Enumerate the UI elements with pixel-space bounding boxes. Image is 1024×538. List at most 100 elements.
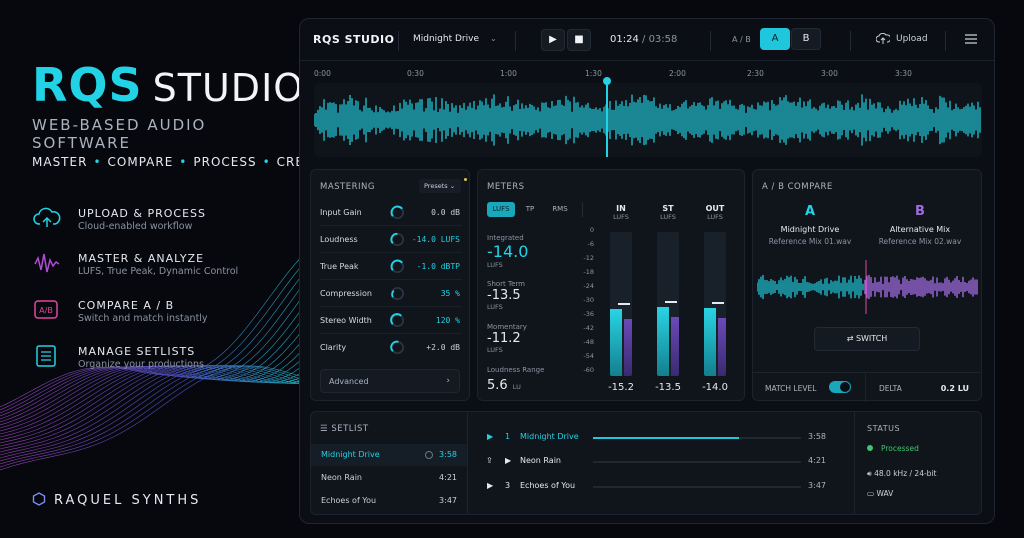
ruler-tick: 2:00 bbox=[669, 69, 686, 78]
stat-short-term: Short Term -13.5 LUFS bbox=[487, 280, 525, 311]
a-letter: A bbox=[804, 204, 816, 219]
ab-source-a[interactable]: A Midnight Drive Reference Mix 01.wav bbox=[755, 204, 865, 246]
tab-lufs[interactable]: LUFS bbox=[487, 202, 515, 217]
wave-line bbox=[0, 365, 300, 444]
menu-icon[interactable] bbox=[964, 33, 978, 45]
timeline-ruler: 0:00 0:30 1:00 1:30 2:00 2:30 3:00 3:30 bbox=[314, 69, 982, 83]
wave-a bbox=[757, 275, 864, 299]
setlist-item[interactable]: Midnight Drive 3:58 bbox=[311, 444, 467, 466]
item-duration: 3:47 bbox=[439, 496, 457, 505]
knob-icon[interactable] bbox=[390, 340, 405, 355]
meter-out-head: OUT LUFS bbox=[700, 204, 730, 221]
b-file: Reference Mix 02.wav bbox=[878, 237, 962, 246]
meter-st-bar bbox=[657, 232, 679, 376]
company-logo: RAQUEL SYNTHS bbox=[32, 492, 201, 508]
wave-line bbox=[0, 288, 300, 417]
setlist-title-text: SETLIST bbox=[331, 424, 369, 434]
status-dot bbox=[464, 178, 467, 181]
track-selector[interactable]: Midnight Drive bbox=[413, 34, 479, 44]
mastering-title: MASTERING bbox=[320, 182, 375, 192]
track-row[interactable]: ⇪ ▶ Neon Rain 4:21 bbox=[481, 452, 826, 472]
row-label: Compression bbox=[320, 289, 372, 298]
play-icon[interactable]: ▶ bbox=[505, 456, 512, 465]
tab-rms[interactable]: RMS bbox=[552, 205, 568, 213]
stat-unit: LU bbox=[512, 383, 521, 391]
track-progress[interactable] bbox=[593, 437, 801, 439]
item-duration: 3:58 bbox=[439, 450, 457, 459]
feature-title: MANAGE SETLISTS bbox=[78, 345, 196, 358]
app-title: RQS STUDIO bbox=[313, 33, 395, 46]
upload-icon[interactable]: ⇪ bbox=[486, 456, 493, 465]
track-number: 1 bbox=[505, 432, 511, 441]
chevron-down-icon[interactable]: ⌄ bbox=[490, 34, 497, 43]
advanced-button[interactable]: Advanced › bbox=[320, 369, 460, 393]
upload-icon[interactable] bbox=[876, 33, 890, 45]
track-progress[interactable] bbox=[593, 461, 801, 463]
setlist-item[interactable]: Neon Rain 4:21 bbox=[311, 467, 467, 489]
db-tick: -30 bbox=[583, 296, 594, 304]
upload-button[interactable]: Upload bbox=[896, 34, 928, 44]
delta-value: 0.2 LU bbox=[940, 384, 969, 393]
item-name: Echoes of You bbox=[321, 496, 377, 505]
wave-line bbox=[0, 365, 300, 468]
knob-icon[interactable] bbox=[390, 313, 405, 328]
track-duration: 3:58 bbox=[808, 432, 826, 441]
play-icon[interactable]: ▶ bbox=[487, 481, 494, 490]
ab-b-button[interactable]: B bbox=[791, 28, 821, 50]
action-compare: COMPARE bbox=[107, 155, 174, 169]
play-button[interactable]: ▶ bbox=[541, 29, 565, 51]
track-row[interactable]: ▶ 1 Midnight Drive 3:58 bbox=[481, 428, 826, 448]
row-value: +2.0 dB bbox=[426, 343, 460, 352]
ab-source-b[interactable]: B Alternative Mix Reference Mix 02.wav bbox=[865, 204, 975, 246]
brand-title: RQS STUDIO bbox=[32, 58, 304, 112]
b-letter: B bbox=[915, 204, 925, 219]
meter-in-bar bbox=[610, 232, 632, 376]
main-waveform[interactable] bbox=[313, 83, 982, 157]
promo-panel: RQS STUDIO WEB-BASED AUDIO SOFTWARE MASTE… bbox=[0, 0, 328, 538]
ab-label: A / B bbox=[732, 35, 751, 44]
track-name: Neon Rain bbox=[520, 456, 561, 465]
switch-icon: ⇄ bbox=[846, 334, 854, 343]
stat-unit: LUFS bbox=[487, 346, 503, 354]
wave-line bbox=[0, 365, 300, 465]
knob-icon[interactable] bbox=[390, 259, 405, 274]
setlist-item[interactable]: Echoes of You 3:47 bbox=[311, 490, 467, 512]
db-tick: -12 bbox=[583, 254, 594, 262]
mastering-row: Clarity +2.0 dB bbox=[320, 335, 462, 361]
a-file: Reference Mix 01.wav bbox=[768, 237, 852, 246]
ruler-tick: 2:30 bbox=[747, 69, 764, 78]
db-tick: -60 bbox=[583, 366, 594, 374]
ab-a-button[interactable]: A bbox=[760, 28, 790, 50]
knob-icon[interactable] bbox=[390, 286, 405, 301]
match-level-toggle[interactable] bbox=[829, 381, 851, 393]
speaker-icon: 🔊︎ bbox=[867, 469, 872, 478]
play-icon[interactable]: ▶ bbox=[487, 432, 494, 441]
switch-button[interactable]: ⇄ SWITCH bbox=[814, 327, 920, 351]
knob-icon[interactable] bbox=[390, 205, 405, 220]
wave-line bbox=[0, 365, 300, 459]
knob-icon[interactable] bbox=[390, 232, 405, 247]
time-display: 01:24 / 03:58 bbox=[610, 34, 678, 45]
setlist-sidebar: ☰ SETLIST Midnight Drive 3:58 Neon Rain 4:… bbox=[311, 412, 468, 514]
stop-button[interactable]: ■ bbox=[567, 29, 591, 51]
settings-icon[interactable] bbox=[425, 451, 433, 459]
ab-compare-title: A / B COMPARE bbox=[762, 182, 833, 192]
mastering-panel: MASTERING Presets ⌄ Input Gain 0.0 dB Lou… bbox=[310, 169, 470, 401]
feature-title: UPLOAD & PROCESS bbox=[78, 207, 206, 220]
presets-dropdown[interactable]: Presets ⌄ bbox=[419, 179, 461, 193]
row-label: Input Gain bbox=[320, 208, 362, 217]
delta-label: DELTA bbox=[879, 384, 902, 393]
playhead[interactable] bbox=[603, 77, 611, 157]
item-duration: 4:21 bbox=[439, 473, 457, 482]
tab-tp[interactable]: TP bbox=[525, 205, 535, 213]
track-duration: 4:21 bbox=[808, 456, 826, 465]
mastering-row: Loudness -14.0 LUFS bbox=[320, 227, 462, 253]
stat-value: 5.6 bbox=[487, 378, 508, 393]
status-state: Processed bbox=[867, 444, 919, 453]
track-progress[interactable] bbox=[593, 486, 801, 488]
track-row[interactable]: ▶ 3 Echoes of You 3:47 bbox=[481, 477, 826, 497]
item-name: Midnight Drive bbox=[321, 450, 380, 459]
ruler-tick: 3:30 bbox=[895, 69, 912, 78]
presets-label: Presets bbox=[424, 182, 448, 190]
track-name: Echoes of You bbox=[520, 481, 576, 490]
